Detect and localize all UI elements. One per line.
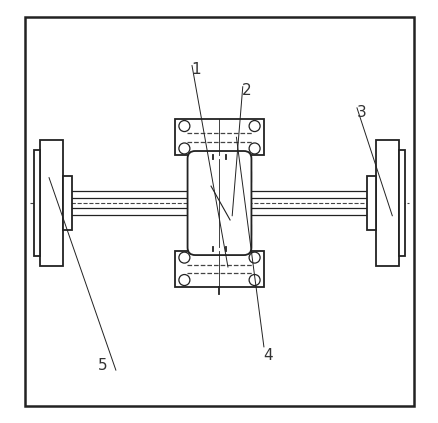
- Bar: [188, 224, 191, 235]
- Circle shape: [178, 252, 190, 263]
- Text: 2: 2: [242, 83, 251, 99]
- Bar: [399, 150, 404, 256]
- Bar: [188, 198, 191, 209]
- Bar: [175, 119, 263, 155]
- Bar: [39, 140, 63, 266]
- Bar: [175, 251, 263, 287]
- Circle shape: [248, 252, 260, 263]
- Circle shape: [178, 143, 190, 154]
- Bar: [366, 176, 375, 230]
- Circle shape: [178, 275, 190, 286]
- Circle shape: [248, 143, 260, 154]
- Text: 3: 3: [356, 104, 365, 120]
- Text: 4: 4: [263, 348, 272, 363]
- Bar: [63, 176, 72, 230]
- Bar: [212, 154, 226, 159]
- Bar: [247, 224, 250, 235]
- Circle shape: [248, 275, 260, 286]
- Bar: [375, 140, 399, 266]
- Circle shape: [248, 121, 260, 132]
- Circle shape: [178, 121, 190, 132]
- Bar: [34, 150, 39, 256]
- Text: 1: 1: [191, 62, 201, 77]
- Bar: [188, 171, 191, 182]
- Bar: [247, 198, 250, 209]
- Text: 5: 5: [98, 358, 108, 374]
- FancyBboxPatch shape: [187, 151, 251, 255]
- Bar: [247, 171, 250, 182]
